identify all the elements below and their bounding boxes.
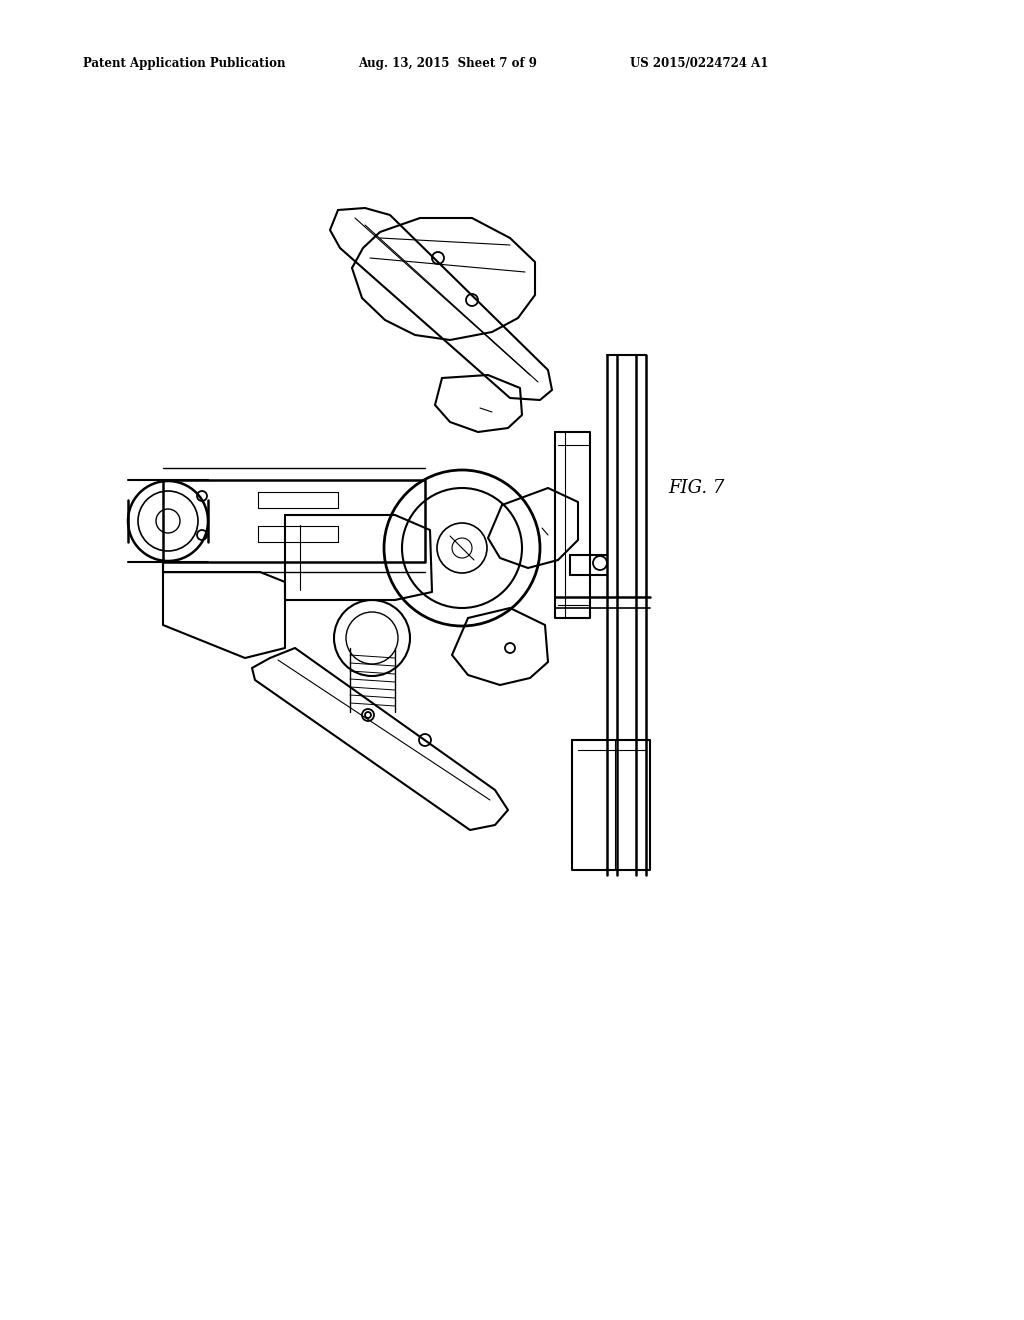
Text: US 2015/0224724 A1: US 2015/0224724 A1 [630, 57, 768, 70]
Text: Patent Application Publication: Patent Application Publication [83, 57, 286, 70]
Circle shape [365, 711, 371, 718]
Circle shape [362, 709, 374, 721]
Circle shape [593, 556, 607, 570]
Text: FIG. 7: FIG. 7 [668, 479, 724, 498]
Text: Aug. 13, 2015  Sheet 7 of 9: Aug. 13, 2015 Sheet 7 of 9 [358, 57, 537, 70]
